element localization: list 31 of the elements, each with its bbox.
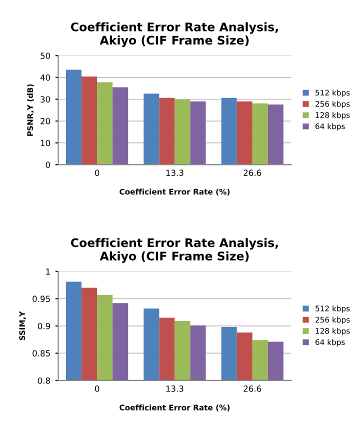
y-tick-label: 20 (40, 118, 50, 124)
bar (252, 103, 268, 165)
bar (268, 104, 284, 165)
bar (82, 76, 98, 165)
y-tick-label: 30 (40, 96, 50, 103)
bar (174, 99, 190, 165)
bar (190, 101, 206, 165)
y-tick-label: 0.95 (32, 296, 50, 302)
y-tick-label: 0.8 (38, 377, 50, 384)
bar (112, 87, 128, 165)
y-tick-label: 0.9 (38, 322, 50, 330)
bar (221, 98, 237, 165)
y-tick-label: 0 (46, 162, 50, 168)
y-tick-label: 10 (40, 140, 50, 146)
bar (144, 94, 160, 165)
bar (66, 70, 82, 165)
chart-title: Coefficient Error Rate Analysis, Akiyo (CIF Frame Size) (70, 22, 278, 48)
bar (97, 82, 113, 165)
y-tick-label: 40 (40, 74, 50, 81)
x-tick-label: 0 (94, 170, 100, 176)
x-tick-label: 0 (94, 385, 100, 392)
bar (236, 101, 252, 165)
chart-title: Coefficient Error Rate Analysis, Akiyo (CIF Frame Size) (70, 238, 278, 263)
y-tick-label: 1 (46, 268, 50, 275)
x-tick-label: 13.3 (166, 170, 184, 176)
bar (159, 98, 175, 165)
y-tick-label: 50 (40, 52, 50, 59)
x-tick-label: 13.3 (166, 385, 184, 392)
x-tick-label: 26.6 (244, 385, 262, 392)
y-tick-label: 0.85 (32, 350, 50, 357)
x-tick-label: 26.6 (244, 170, 262, 176)
